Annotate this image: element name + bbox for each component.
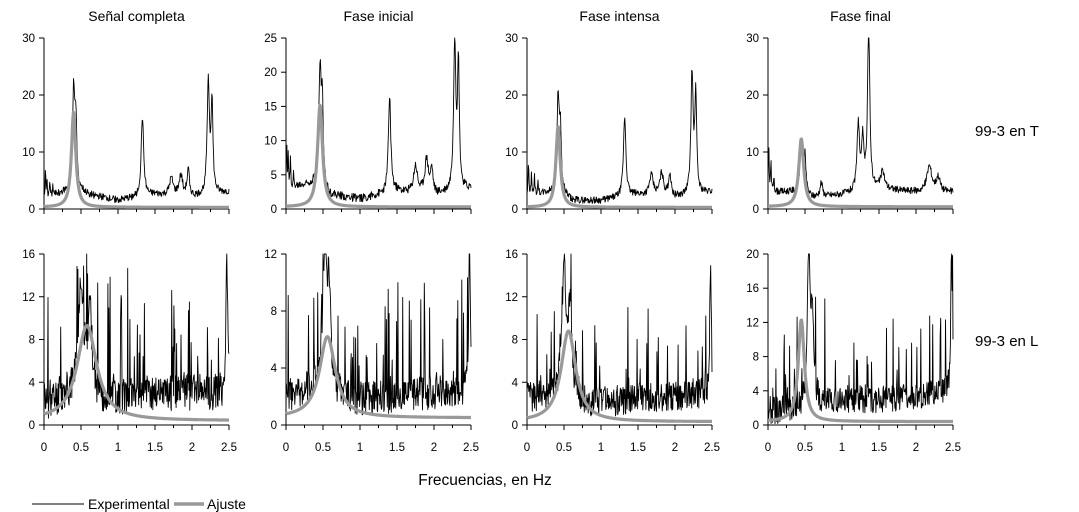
- x-tick-label: 1: [357, 442, 363, 454]
- x-tick-label: 1: [839, 442, 845, 454]
- panel-1: 0 5 10 15 20 25 Fase inicial: [264, 8, 473, 216]
- legend-label-experimental: Experimental: [88, 496, 170, 512]
- y-tick-label: 0: [753, 420, 759, 432]
- y-tick-label: 4: [753, 386, 760, 398]
- y-tick-label: 16: [22, 249, 35, 261]
- series-ajuste-line: [284, 103, 473, 209]
- series-ajuste-line: [284, 335, 473, 420]
- y-tick-label: 25: [264, 33, 277, 45]
- panel-title: Señal completa: [88, 8, 185, 24]
- panel-7: 0 4 8 12 16 20 0 0.5 1 1.5 2 2.5: [746, 249, 961, 454]
- y-tick-label: 0: [512, 204, 518, 216]
- y-tick-label: 30: [22, 33, 35, 45]
- y-tick-label: 20: [264, 67, 277, 79]
- x-tick-label: 0: [765, 442, 771, 454]
- y-tick-label: 20: [746, 90, 759, 102]
- y-tick-label: 16: [505, 249, 518, 261]
- y-tick-label: 30: [746, 33, 759, 45]
- x-tick-label: 1: [598, 442, 604, 454]
- y-tick-label: 8: [512, 335, 518, 347]
- y-tick-label: 15: [264, 101, 277, 113]
- panel-title: Fase intensa: [579, 8, 659, 24]
- y-tick-label: 12: [22, 292, 35, 304]
- y-tick-label: 0: [271, 420, 277, 432]
- y-tick-label: 10: [746, 147, 759, 159]
- series-experimental-line: [43, 253, 230, 419]
- x-tick-label: 0.5: [556, 442, 572, 454]
- x-tick-label: 0.5: [73, 442, 89, 454]
- series-experimental-line: [43, 73, 230, 204]
- legend: Experimental Ajuste: [32, 496, 246, 512]
- y-tick-label: 20: [22, 90, 35, 102]
- y-tick-label: 8: [753, 352, 759, 364]
- panel-title: Fase final: [830, 8, 891, 24]
- panel-5: 0 4 8 12 0 0.5 1 1.5 2 2.5: [264, 249, 479, 454]
- row-label-t: 99-3 en T: [975, 123, 1039, 140]
- y-tick-label: 8: [29, 335, 35, 347]
- y-tick-label: 10: [22, 147, 35, 159]
- series-ajuste-line: [525, 329, 714, 423]
- y-tick-label: 4: [512, 377, 519, 389]
- x-tick-label: 1.5: [389, 442, 405, 454]
- y-tick-label: 0: [29, 204, 35, 216]
- y-tick-label: 10: [505, 147, 518, 159]
- row-label-l: 99-3 en L: [975, 333, 1038, 350]
- x-tick-label: 0: [524, 442, 530, 454]
- panel-2: 0 10 20 30 Fase intensa: [505, 8, 714, 216]
- panel-4: 0 4 8 12 16 0 0.5 1 1.5 2 2.5: [22, 249, 237, 454]
- y-tick-label: 5: [271, 170, 277, 182]
- legend-label-ajuste: Ajuste: [207, 496, 246, 512]
- x-tick-label: 1.5: [147, 442, 163, 454]
- y-tick-label: 12: [746, 317, 759, 329]
- y-tick-label: 4: [271, 363, 278, 375]
- panel-6: 0 4 8 12 16 0 0.5 1 1.5 2 2.5: [505, 249, 720, 454]
- series-experimental-line: [526, 69, 713, 204]
- series-ajuste-line: [766, 318, 955, 424]
- y-tick-label: 16: [746, 283, 759, 295]
- series-experimental-line: [767, 253, 954, 425]
- x-tick-label: 2: [431, 442, 437, 454]
- x-tick-label: 1.5: [871, 442, 887, 454]
- series-ajuste-line: [42, 324, 231, 422]
- x-tick-label: 2.5: [704, 442, 720, 454]
- y-tick-label: 10: [264, 136, 277, 148]
- y-tick-label: 0: [271, 204, 277, 216]
- panel-3: 0 10 20 30 Fase final: [746, 8, 955, 216]
- x-tick-label: 0.5: [797, 442, 813, 454]
- x-tick-label: 1: [115, 442, 121, 454]
- y-tick-label: 20: [746, 249, 759, 261]
- y-tick-label: 4: [29, 377, 36, 389]
- x-tick-label: 0: [41, 442, 47, 454]
- panel-0: 0 10 20 30 Señal completa: [22, 8, 231, 216]
- y-tick-label: 0: [29, 420, 35, 432]
- y-tick-label: 12: [264, 249, 277, 261]
- series-experimental-line: [767, 37, 954, 199]
- x-tick-label: 2: [672, 442, 678, 454]
- y-tick-label: 0: [512, 420, 518, 432]
- y-tick-label: 30: [505, 33, 518, 45]
- x-tick-label: 2.5: [221, 442, 237, 454]
- x-tick-label: 2: [913, 442, 919, 454]
- x-tick-label: 2.5: [945, 442, 961, 454]
- x-tick-label: 1.5: [630, 442, 646, 454]
- y-tick-label: 12: [505, 292, 518, 304]
- x-tick-label: 0: [283, 442, 289, 454]
- x-tick-label: 2.5: [463, 442, 479, 454]
- series-ajuste-line: [525, 125, 714, 209]
- x-tick-label: 2: [189, 442, 195, 454]
- y-tick-label: 8: [271, 306, 277, 318]
- y-tick-label: 0: [753, 204, 759, 216]
- y-tick-label: 20: [505, 90, 518, 102]
- x-tick-label: 0.5: [315, 442, 331, 454]
- panel-title: Fase inicial: [343, 8, 413, 24]
- series-ajuste-line: [42, 110, 231, 209]
- x-axis-label: Frecuencias, en Hz: [418, 472, 552, 489]
- series-experimental-line: [285, 37, 472, 203]
- series-ajuste-line: [766, 137, 955, 209]
